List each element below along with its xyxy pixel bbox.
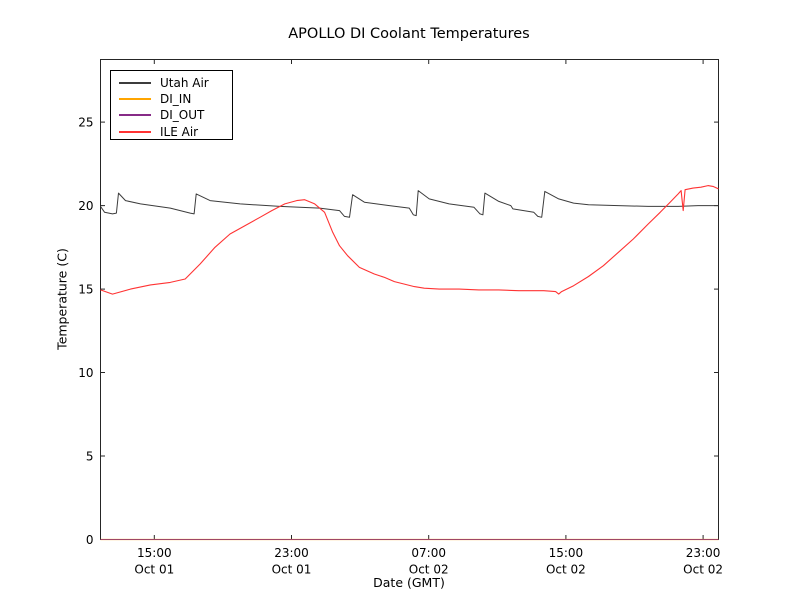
x-tick-label-date: Oct 02 xyxy=(683,563,723,577)
legend-entry-ile-air: ILE Air xyxy=(111,124,232,140)
x-tick-label-date: Oct 01 xyxy=(134,563,174,577)
y-tick-label: 15 xyxy=(78,283,93,297)
chart-title: APOLLO DI Coolant Temperatures xyxy=(288,26,530,42)
x-tick-label-time: 15:00 xyxy=(549,546,584,560)
legend-swatch-ile-air xyxy=(119,130,151,133)
x-tick-label-time: 23:00 xyxy=(274,546,309,560)
x-tick-label-time: 23:00 xyxy=(686,546,721,560)
x-tick-label-time: 07:00 xyxy=(411,546,446,560)
x-tick-label-date: Oct 01 xyxy=(272,563,312,577)
y-tick-label: 0 xyxy=(86,533,94,547)
y-tick-label: 5 xyxy=(86,450,94,464)
legend-entry-utah-air: Utah Air xyxy=(111,75,232,91)
legend-label-di-out: DI_OUT xyxy=(160,108,205,123)
x-axis-label: Date (GMT) xyxy=(373,575,445,590)
x-tick-label-date: Oct 02 xyxy=(409,563,449,577)
y-tick-label: 25 xyxy=(78,116,93,130)
legend-swatch-di-out xyxy=(119,114,151,117)
legend-swatch-di-in xyxy=(119,98,151,101)
y-tick-label: 10 xyxy=(78,366,93,380)
x-tick-label-date: Oct 02 xyxy=(546,563,586,577)
legend-entry-di-in: DI_IN xyxy=(111,91,232,107)
legend-label-di-in: DI_IN xyxy=(160,92,192,107)
legend-entry-di-out: DI_OUT xyxy=(111,107,232,123)
legend-label-utah-air: Utah Air xyxy=(160,76,209,91)
y-axis-label: Temperature (C) xyxy=(54,248,70,350)
y-tick-label: 20 xyxy=(78,199,93,213)
legend-swatch-utah-air xyxy=(119,82,151,85)
series-line-ile-air xyxy=(100,185,719,295)
series-line-utah-air xyxy=(100,190,719,218)
legend-label-ile-air: ILE Air xyxy=(160,124,199,139)
x-tick-label-time: 15:00 xyxy=(137,546,172,560)
legend: Utah Air DI_IN DI_OUT ILE Air xyxy=(110,70,233,140)
